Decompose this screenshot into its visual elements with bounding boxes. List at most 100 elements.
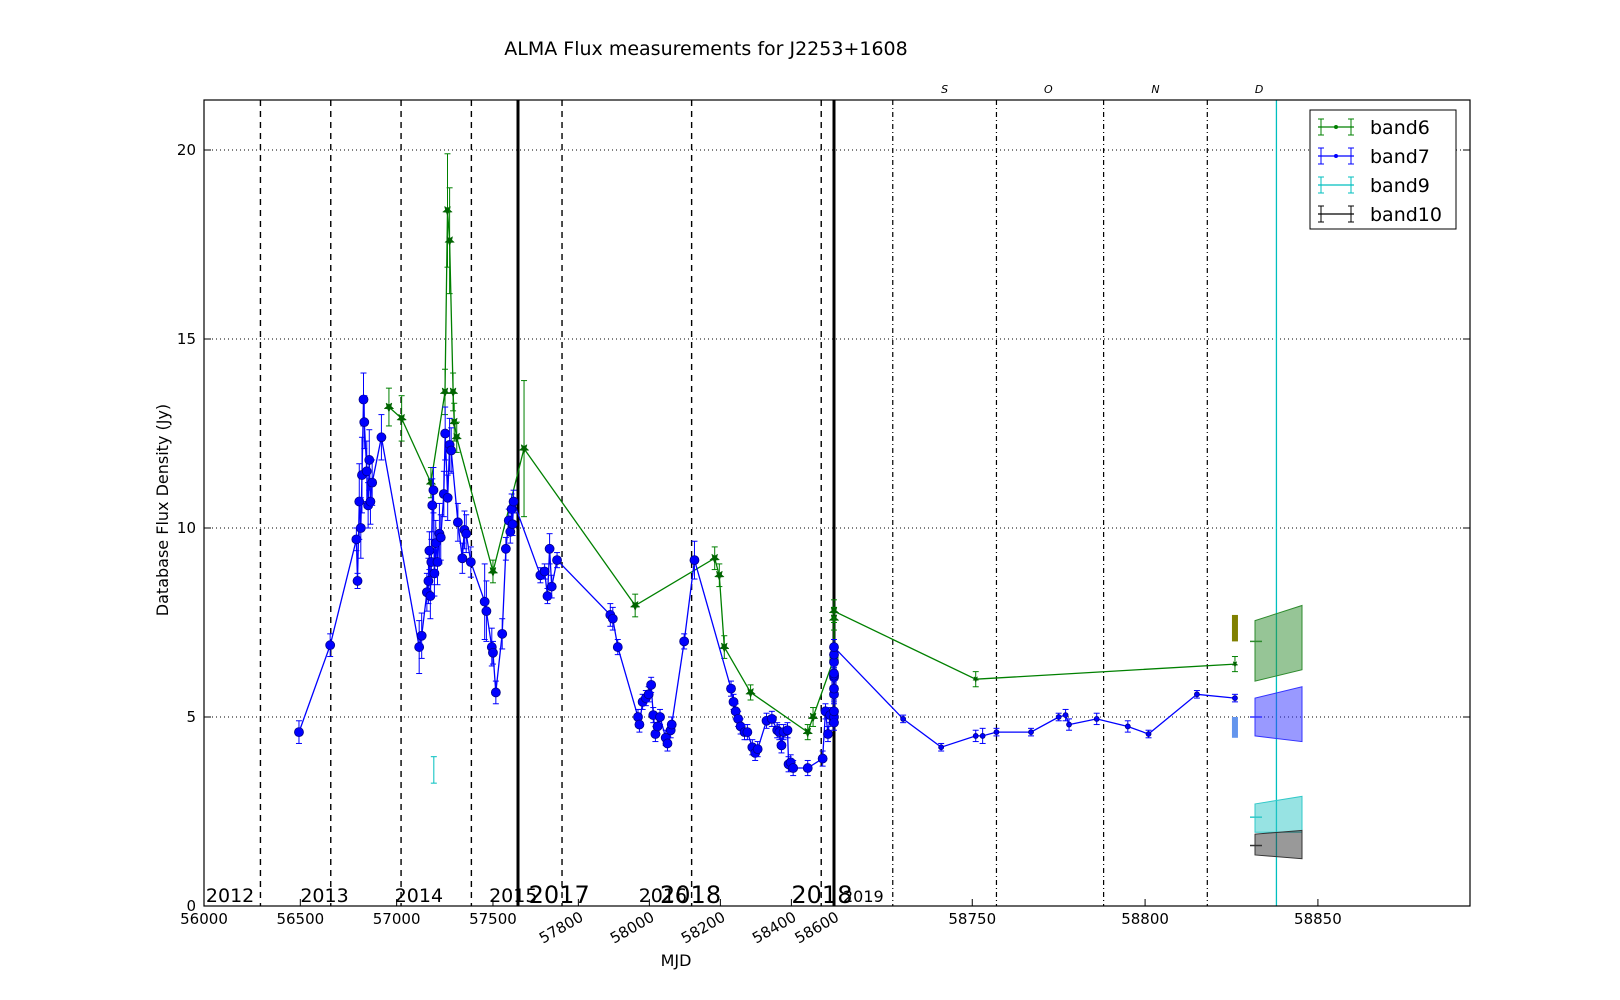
x-tick-label: 56000 xyxy=(180,910,228,928)
forecast-band xyxy=(1254,829,1303,860)
year-label: 2015 xyxy=(489,885,537,907)
data-point xyxy=(487,566,499,578)
data-point xyxy=(479,596,490,607)
data-point xyxy=(355,523,366,533)
data-point xyxy=(518,444,530,455)
annotation-bar xyxy=(1231,717,1238,738)
data-point xyxy=(490,687,501,698)
data-point xyxy=(802,727,814,738)
data-point xyxy=(451,432,463,443)
plot-frame xyxy=(203,99,1471,907)
legend-label: band7 xyxy=(1370,146,1430,168)
data-point xyxy=(1028,729,1034,736)
data-point xyxy=(655,712,665,722)
data-point xyxy=(1124,723,1131,730)
plot-area: 0 5 10 15 20 56000 56500 57000 57500 2012 2013 2014… xyxy=(177,83,1471,947)
data-point xyxy=(718,642,730,653)
data-point xyxy=(500,543,511,554)
data-point xyxy=(539,566,550,577)
data-point xyxy=(643,689,654,700)
data-point xyxy=(666,719,677,730)
data-point xyxy=(612,642,623,652)
data-point xyxy=(776,740,787,751)
data-point xyxy=(446,445,457,456)
data-point xyxy=(507,519,518,530)
x-tick-label: 58000 xyxy=(607,908,657,947)
data-point xyxy=(546,581,557,592)
data-point xyxy=(429,568,440,579)
data-point xyxy=(465,557,476,567)
data-point xyxy=(481,606,492,617)
x-tick-label: 58850 xyxy=(1294,910,1342,928)
x-tick-label: 57500 xyxy=(469,910,517,928)
data-point xyxy=(713,570,725,581)
data-point xyxy=(900,715,907,722)
data-point xyxy=(689,555,700,566)
data-point xyxy=(442,492,453,503)
data-point xyxy=(440,428,451,439)
year-label: 2014 xyxy=(395,885,443,907)
data-point xyxy=(745,687,756,699)
data-point xyxy=(807,712,819,723)
data-point xyxy=(828,606,840,617)
data-point xyxy=(352,576,363,586)
chart-title: ALMA Flux measurements for J2253+1608 xyxy=(504,38,907,60)
x-tick-label: 57000 xyxy=(373,910,421,928)
data-point xyxy=(447,387,459,398)
x-tick-label: 58750 xyxy=(948,910,996,928)
data-point xyxy=(428,485,439,496)
data-point xyxy=(634,719,645,730)
month-label: N xyxy=(1151,83,1159,96)
data-point xyxy=(1145,731,1152,737)
y-tick-label: 0 xyxy=(186,897,196,915)
data-point xyxy=(752,744,763,755)
data-point xyxy=(457,553,468,564)
data-point xyxy=(367,477,378,488)
x-axis-label: MJD xyxy=(661,951,692,970)
year-label: 2013 xyxy=(300,885,348,907)
data-point xyxy=(452,517,463,528)
data-point xyxy=(294,727,304,738)
data-point xyxy=(823,729,833,739)
data-point xyxy=(396,413,408,425)
x-tick-label: 58400 xyxy=(749,908,799,947)
data-point xyxy=(829,706,839,717)
month-label: O xyxy=(1044,83,1053,96)
y-axis-label: Database Flux Density (Jy) xyxy=(153,404,172,616)
data-point xyxy=(726,683,736,694)
data-point xyxy=(1093,715,1100,722)
data-point xyxy=(972,733,979,739)
data-point xyxy=(444,236,456,247)
year-label: 2016 xyxy=(639,885,687,907)
data-point xyxy=(829,668,839,679)
forecast-band xyxy=(1254,795,1303,833)
data-point xyxy=(361,466,372,477)
data-point xyxy=(542,591,553,601)
year-label: 2012 xyxy=(206,885,254,907)
data-point xyxy=(1062,712,1069,719)
data-point xyxy=(1066,721,1072,728)
month-label: D xyxy=(1255,83,1263,96)
data-point xyxy=(325,640,336,651)
data-point xyxy=(416,630,427,641)
data-point xyxy=(358,394,369,405)
data-point xyxy=(829,717,839,728)
forecast-band xyxy=(1254,604,1303,682)
y-tick-label: 10 xyxy=(177,519,196,537)
data-point xyxy=(802,763,813,773)
x-tick-label: 57800 xyxy=(536,908,586,947)
data-point xyxy=(427,500,438,511)
data-point xyxy=(709,553,721,564)
data-point xyxy=(782,725,793,736)
year-label: 2018 xyxy=(660,881,721,909)
data-point xyxy=(1231,661,1239,668)
data-point xyxy=(552,555,562,566)
year-label: 2019 xyxy=(843,887,884,906)
data-point xyxy=(629,600,641,612)
y-tick-label: 15 xyxy=(177,330,196,348)
data-point xyxy=(679,636,690,647)
data-point xyxy=(972,676,980,683)
data-point xyxy=(742,727,753,738)
data-point xyxy=(435,532,446,543)
data-point xyxy=(938,744,945,751)
